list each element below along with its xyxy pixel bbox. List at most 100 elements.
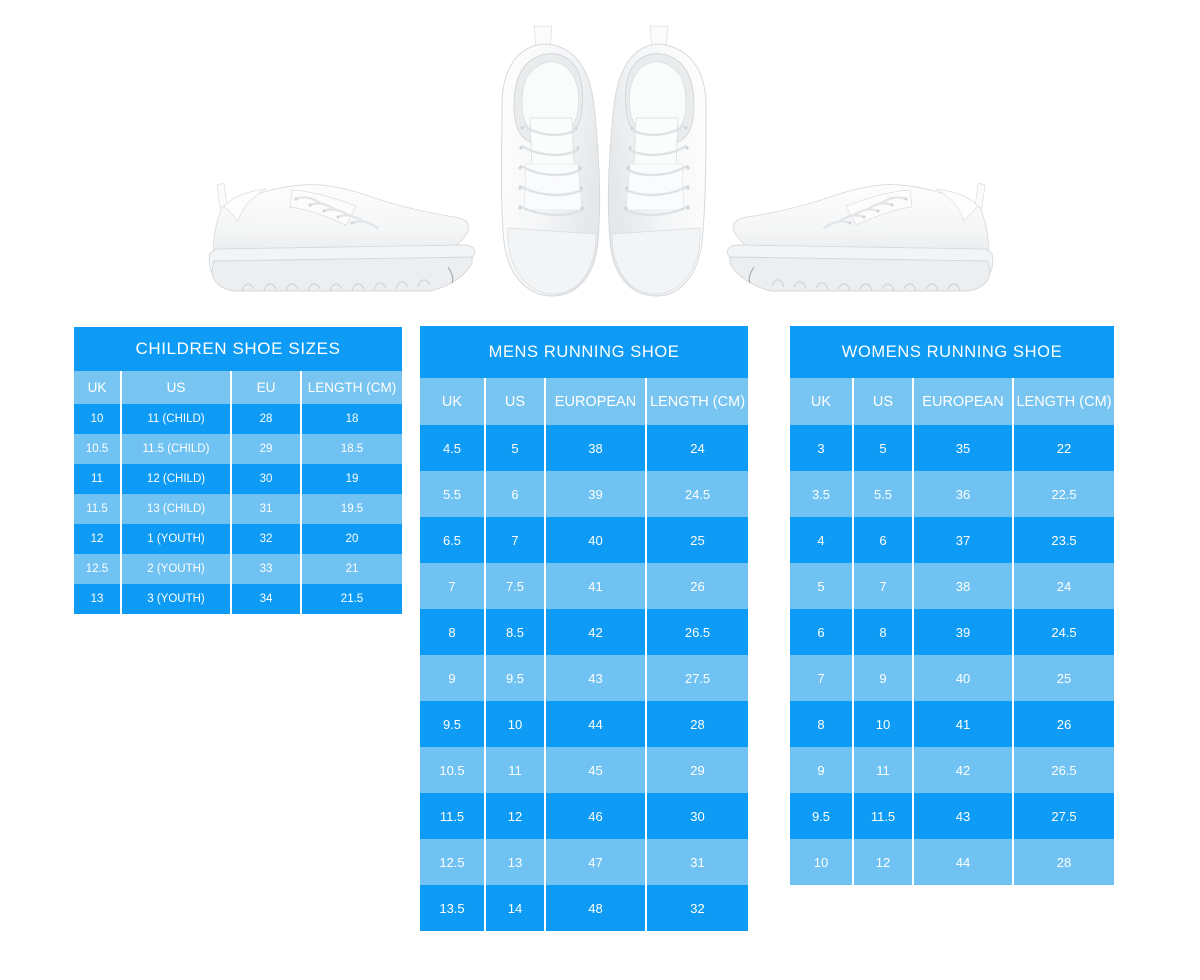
mens-col-header-us: US xyxy=(486,378,546,425)
cell-uk: 12.5 xyxy=(74,554,122,584)
table-row: 8 10 41 26 xyxy=(790,701,1114,747)
cell-european: 47 xyxy=(546,839,647,885)
cell-length: 28 xyxy=(1014,839,1114,885)
table-row: 12 1 (YOUTH) 32 20 xyxy=(74,524,402,554)
cell-length: 19.5 xyxy=(302,494,402,524)
mens-col-header-length: LENGTH (CM) xyxy=(647,378,748,425)
cell-uk: 12 xyxy=(74,524,122,554)
cell-length: 32 xyxy=(647,885,748,931)
cell-uk: 10.5 xyxy=(74,434,122,464)
cell-length: 24 xyxy=(647,425,748,471)
cell-length: 21.5 xyxy=(302,584,402,614)
cell-length: 30 xyxy=(647,793,748,839)
cell-uk: 8 xyxy=(790,701,854,747)
table-row: 3.5 5.5 36 22.5 xyxy=(790,471,1114,517)
cell-uk: 10 xyxy=(74,404,122,434)
cell-us: 2 (YOUTH) xyxy=(122,554,232,584)
cell-us: 12 xyxy=(486,793,546,839)
children-table-grid: UK US EU LENGTH (CM) 10 11 (CHILD) 28 18… xyxy=(74,371,402,614)
womens-col-header-us: US xyxy=(854,378,914,425)
cell-european: 38 xyxy=(914,563,1014,609)
table-row: 7 9 40 25 xyxy=(790,655,1114,701)
cell-uk: 13.5 xyxy=(420,885,486,931)
cell-us: 6 xyxy=(854,517,914,563)
table-row: 12.5 2 (YOUTH) 33 21 xyxy=(74,554,402,584)
cell-length: 23.5 xyxy=(1014,517,1114,563)
table-row: 7 7.5 41 26 xyxy=(420,563,748,609)
shoe-top-pair-icon xyxy=(501,25,707,297)
cell-eu: 32 xyxy=(232,524,302,554)
table-row: 13 3 (YOUTH) 34 21.5 xyxy=(74,584,402,614)
cell-uk: 9 xyxy=(790,747,854,793)
cell-uk: 6.5 xyxy=(420,517,486,563)
shoe-gallery xyxy=(0,0,1200,318)
cell-us: 9.5 xyxy=(486,655,546,701)
mens-table-grid: UK US EUROPEAN LENGTH (CM) 4.5 5 38 24 5… xyxy=(420,378,748,931)
cell-uk: 10 xyxy=(790,839,854,885)
womens-size-table: WOMENS RUNNING SHOE UK US EUROPEAN LENGT… xyxy=(790,326,1114,885)
cell-european: 37 xyxy=(914,517,1014,563)
cell-european: 43 xyxy=(546,655,647,701)
cell-us: 3 (YOUTH) xyxy=(122,584,232,614)
cell-length: 22.5 xyxy=(1014,471,1114,517)
cell-european: 43 xyxy=(914,793,1014,839)
shoe-left-side-icon xyxy=(208,182,475,292)
table-row: 4.5 5 38 24 xyxy=(420,425,748,471)
cell-european: 41 xyxy=(546,563,647,609)
cell-length: 24.5 xyxy=(1014,609,1114,655)
table-row: 9.5 11.5 43 27.5 xyxy=(790,793,1114,839)
cell-us: 11.5 (CHILD) xyxy=(122,434,232,464)
table-row: 13.5 14 48 32 xyxy=(420,885,748,931)
cell-european: 35 xyxy=(914,425,1014,471)
cell-length: 26 xyxy=(647,563,748,609)
cell-length: 18.5 xyxy=(302,434,402,464)
cell-length: 24 xyxy=(1014,563,1114,609)
shoe-image-left-side xyxy=(186,163,486,313)
womens-col-header-length: LENGTH (CM) xyxy=(1014,378,1114,425)
cell-eu: 34 xyxy=(232,584,302,614)
cell-length: 21 xyxy=(302,554,402,584)
cell-length: 26.5 xyxy=(647,609,748,655)
children-size-table: CHILDREN SHOE SIZES UK US EU LENGTH (CM)… xyxy=(74,327,402,614)
mens-col-header-uk: UK xyxy=(420,378,486,425)
womens-header-row: UK US EUROPEAN LENGTH (CM) xyxy=(790,378,1114,425)
cell-eu: 33 xyxy=(232,554,302,584)
cell-uk: 11 xyxy=(74,464,122,494)
cell-us: 9 xyxy=(854,655,914,701)
womens-table-title: WOMENS RUNNING SHOE xyxy=(790,326,1114,378)
cell-uk: 5 xyxy=(790,563,854,609)
table-row: 9 11 42 26.5 xyxy=(790,747,1114,793)
children-col-header-length: LENGTH (CM) xyxy=(302,371,402,404)
cell-european: 40 xyxy=(914,655,1014,701)
mens-header-row: UK US EUROPEAN LENGTH (CM) xyxy=(420,378,748,425)
cell-uk: 8 xyxy=(420,609,486,655)
cell-us: 11.5 xyxy=(854,793,914,839)
womens-table-grid: UK US EUROPEAN LENGTH (CM) 3 5 35 22 3.5… xyxy=(790,378,1114,885)
table-row: 4 6 37 23.5 xyxy=(790,517,1114,563)
cell-length: 31 xyxy=(647,839,748,885)
cell-european: 44 xyxy=(914,839,1014,885)
cell-uk: 12.5 xyxy=(420,839,486,885)
table-row: 11.5 13 (CHILD) 31 19.5 xyxy=(74,494,402,524)
table-row: 9 9.5 43 27.5 xyxy=(420,655,748,701)
cell-european: 42 xyxy=(546,609,647,655)
table-row: 10.5 11.5 (CHILD) 29 18.5 xyxy=(74,434,402,464)
cell-length: 27.5 xyxy=(647,655,748,701)
table-row: 11 12 (CHILD) 30 19 xyxy=(74,464,402,494)
cell-european: 44 xyxy=(546,701,647,747)
cell-length: 28 xyxy=(647,701,748,747)
table-row: 5 7 38 24 xyxy=(790,563,1114,609)
cell-european: 46 xyxy=(546,793,647,839)
cell-us: 7.5 xyxy=(486,563,546,609)
cell-us: 13 xyxy=(486,839,546,885)
children-col-header-uk: UK xyxy=(74,371,122,404)
cell-us: 12 xyxy=(854,839,914,885)
cell-uk: 9.5 xyxy=(420,701,486,747)
shoe-right-side-icon xyxy=(727,182,994,292)
cell-us: 8.5 xyxy=(486,609,546,655)
cell-us: 11 xyxy=(486,747,546,793)
cell-european: 38 xyxy=(546,425,647,471)
cell-us: 13 (CHILD) xyxy=(122,494,232,524)
cell-european: 41 xyxy=(914,701,1014,747)
womens-col-header-uk: UK xyxy=(790,378,854,425)
